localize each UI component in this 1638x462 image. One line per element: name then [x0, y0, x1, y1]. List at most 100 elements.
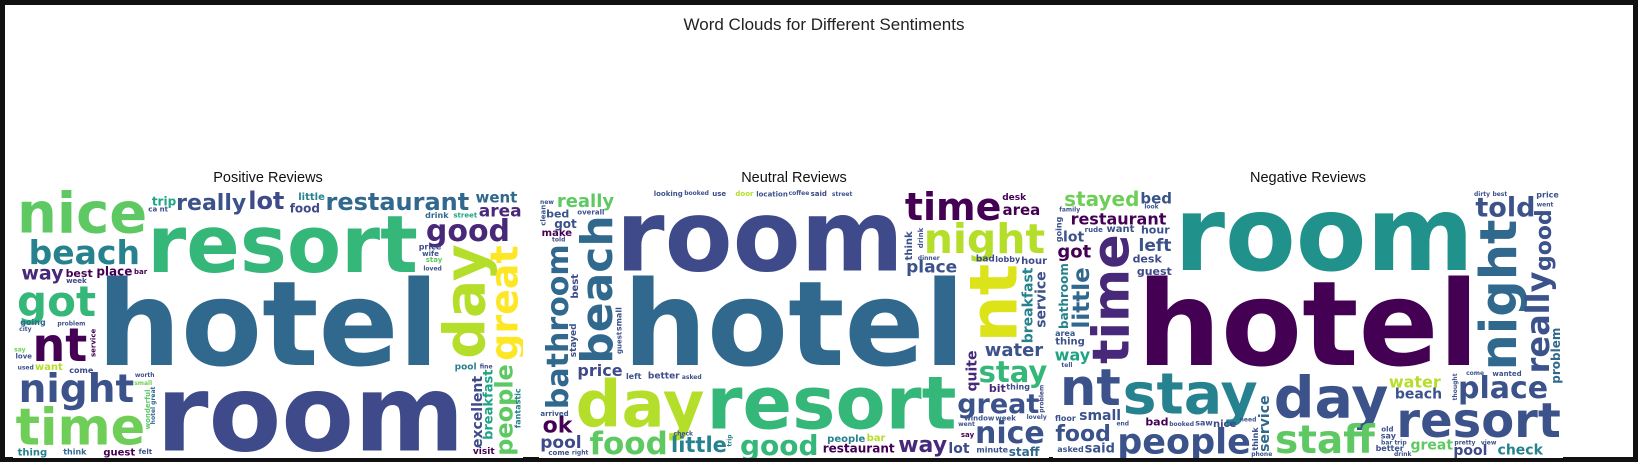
figure-title: Word Clouds for Different Sentiments — [683, 15, 965, 34]
cloud-word-people: people — [827, 434, 865, 445]
cloud-word-make: make — [542, 228, 573, 239]
cloud-word-told: told — [552, 237, 565, 244]
cloud-word-say: say — [961, 431, 975, 439]
cloud-word-beach: beach — [1395, 386, 1442, 402]
cloud-word-bar-trip: bar trip — [1381, 439, 1407, 446]
cloud-word-small: small — [134, 380, 152, 387]
cloud-word-booked: booked — [1169, 421, 1194, 428]
cloud-word-bar: bar — [134, 268, 148, 276]
cloud-word-trip: trip — [152, 194, 177, 208]
cloud-word-desk: desk — [1002, 193, 1027, 203]
cloud-word-stay: stay — [426, 256, 443, 264]
cloud-word-ok: ok — [543, 413, 574, 438]
cloud-word-minute: minute — [976, 445, 1008, 454]
cloud-word-week: week — [995, 414, 1016, 422]
cloud-word-location: location — [756, 190, 788, 198]
cloud-word-lot: lot — [248, 190, 284, 215]
cloud-word-family: family — [1059, 206, 1080, 213]
cloud-word-nice: nice — [975, 416, 1045, 451]
cloud-word-new: new — [540, 199, 554, 206]
cloud-word-view: view — [1481, 440, 1497, 447]
neutral-word-cloud: hotel room resort day nt beach night time great g… — [539, 190, 1049, 458]
cloud-word-better: better — [648, 371, 680, 381]
cloud-word-clean: clean — [539, 205, 547, 226]
cloud-word-come: come — [69, 366, 94, 375]
cloud-word-room: room — [156, 352, 464, 458]
cloud-word-bed: bed — [1140, 190, 1172, 207]
cloud-word-way: way — [1055, 345, 1091, 364]
cloud-word-say: say — [1381, 431, 1397, 440]
cloud-word-coffee: coffee — [789, 190, 810, 197]
cloud-word-room: room — [1174, 190, 1474, 295]
cloud-word-place: place — [1458, 371, 1548, 406]
cloud-word-said: said — [811, 190, 827, 198]
cloud-word-nt: nt — [1060, 359, 1121, 418]
cloud-word-time: time — [1083, 234, 1142, 364]
cloud-word-beach: beach — [572, 215, 623, 363]
cloud-word-great: great — [483, 245, 523, 361]
cloud-word-people: people — [1117, 423, 1251, 458]
cloud-word-stayed: stayed — [569, 323, 579, 357]
cloud-word-wanted: wanted — [1492, 370, 1521, 378]
cloud-word-resort: resort — [707, 362, 957, 447]
cloud-word-want: want — [35, 362, 63, 373]
cloud-word-better: better — [1376, 444, 1404, 453]
cloud-word-hotel: hotel — [1137, 255, 1479, 393]
cloud-word-phone: phone — [1251, 451, 1272, 458]
cloud-word-dirty: dirty — [1474, 191, 1490, 198]
cloud-word-really: really — [176, 191, 246, 216]
cloud-word-wife: wife — [422, 250, 439, 258]
cloud-word-day: day — [433, 244, 499, 359]
cloud-word-week: week — [66, 277, 87, 285]
cloud-word-problem: problem — [57, 321, 85, 328]
cloud-word-lot: lot — [948, 441, 969, 457]
cloud-word-floor: floor — [1055, 414, 1076, 423]
cloud-word-area: area — [479, 201, 522, 221]
cloud-word-quite: quite — [964, 351, 980, 392]
cloud-word-area: area — [1002, 201, 1040, 219]
cloud-word-thing: thing — [1006, 383, 1030, 392]
cloud-word-way: way — [21, 263, 64, 285]
cloud-word-water: water — [985, 340, 1044, 361]
cloud-word-thing: thing — [18, 447, 48, 458]
cloud-word-told: told — [1475, 193, 1535, 224]
cloud-word-hour: hour — [1141, 223, 1170, 236]
cloud-word-street: street — [832, 191, 853, 198]
cloud-word-arrived: arrived — [540, 410, 568, 418]
cloud-word-bad: bad — [1145, 416, 1168, 429]
cloud-word-need: need — [1240, 416, 1257, 423]
cloud-word-water: water — [1389, 373, 1441, 392]
cloud-word-people: people — [491, 364, 519, 456]
cloud-word-restaurant: restaurant — [1071, 209, 1167, 228]
cloud-word-booked: booked — [684, 190, 709, 197]
cloud-word-right: right — [572, 449, 589, 456]
cloud-word-look: look — [1144, 204, 1159, 211]
cloud-word-small: small — [615, 307, 624, 331]
cloud-word-price: price — [1536, 190, 1559, 199]
cloud-word-guest: guest — [1137, 265, 1172, 278]
cloud-word-left: left — [626, 372, 642, 381]
cloud-word-place: place — [96, 265, 132, 279]
cloud-word-food: food — [1055, 422, 1111, 447]
cloud-word-got: got — [17, 277, 96, 326]
cloud-word-going: going — [1055, 216, 1064, 242]
cloud-word-lovely: lovely — [1027, 414, 1047, 421]
cloud-word-saw: saw — [1195, 418, 1213, 427]
positive-word-cloud: hotel room resort time beach nice night day good… — [13, 190, 523, 458]
cloud-word-visit: visit — [473, 447, 495, 457]
cloud-word-service: service — [1033, 271, 1049, 327]
cloud-word-bit: bit — [989, 382, 1006, 395]
cloud-word-staff: staff — [1275, 418, 1375, 458]
cloud-word-night: night — [924, 215, 1045, 263]
cloud-word-room: room — [616, 190, 904, 294]
cloud-word-felt: felt — [139, 448, 153, 456]
cloud-word-hotel: hotel — [97, 255, 439, 393]
cloud-word-asked: asked — [1057, 445, 1084, 454]
cloud-word-bathroom: bathroom — [541, 244, 576, 409]
cloud-word-lot: lot — [1063, 229, 1084, 245]
cloud-word-want: want — [1107, 224, 1135, 235]
